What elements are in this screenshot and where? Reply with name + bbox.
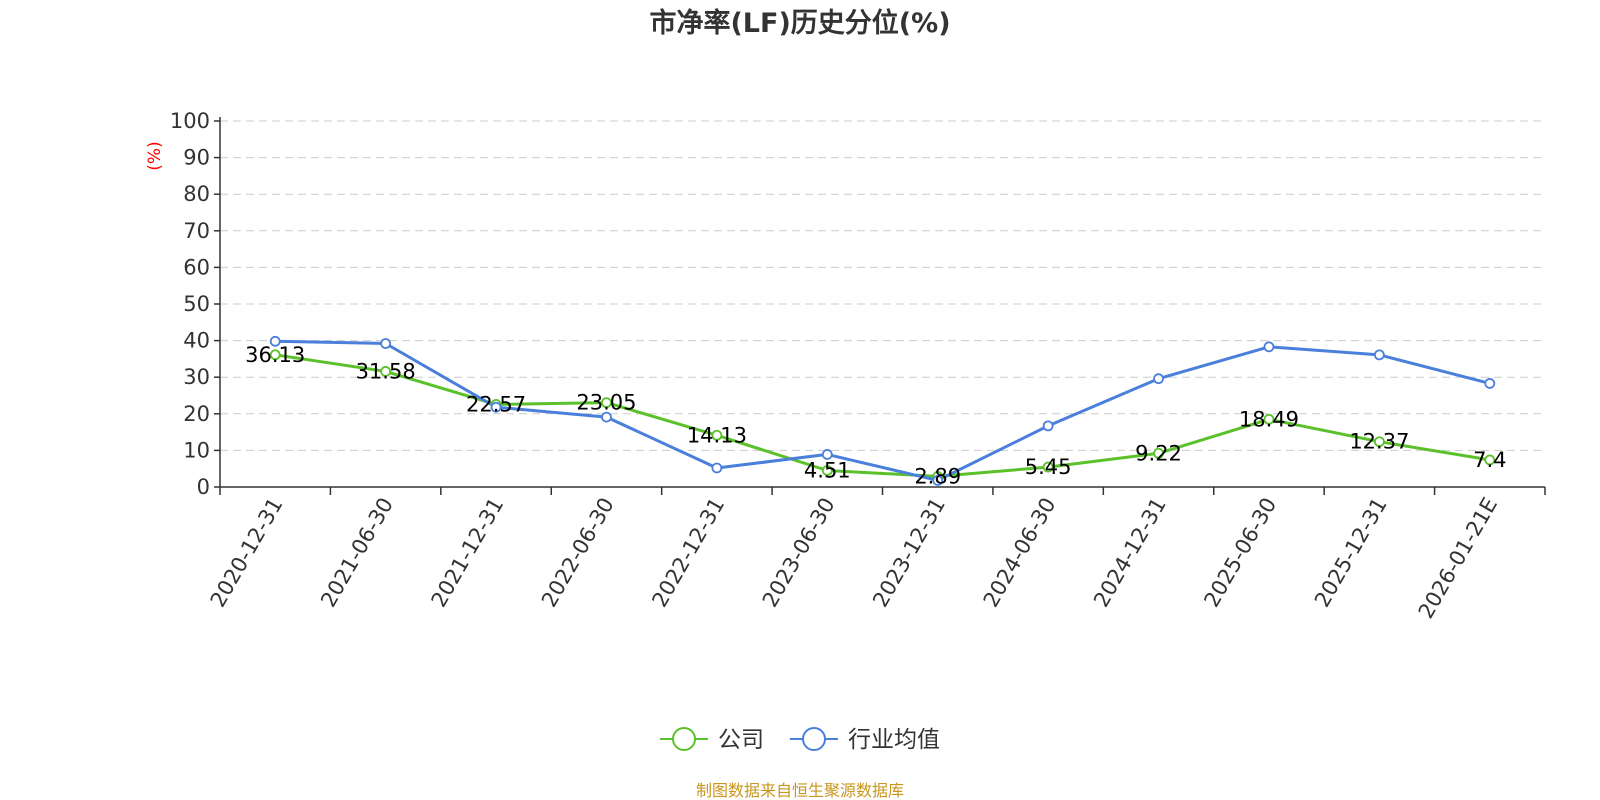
x-tick-label: 2021-12-31 bbox=[427, 494, 509, 612]
y-tick-label: 80 bbox=[183, 182, 210, 206]
source-note: 制图数据来自恒生聚源数据库 bbox=[696, 781, 904, 800]
company-data-label: 36.13 bbox=[245, 343, 305, 367]
industry-average-point[interactable] bbox=[1153, 373, 1164, 385]
company-point[interactable] bbox=[1042, 461, 1054, 473]
company-data-label: 4.51 bbox=[804, 458, 851, 482]
company-data-label: 7.4 bbox=[1473, 448, 1506, 472]
y-tick-label: 100 bbox=[170, 109, 210, 133]
y-tick-label: 0 bbox=[197, 475, 210, 499]
y-tick-label: 30 bbox=[183, 365, 210, 389]
company-data-label: 18.49 bbox=[1239, 407, 1299, 431]
y-tick-label: 60 bbox=[183, 255, 210, 279]
industry-average-point[interactable] bbox=[1263, 341, 1275, 353]
x-tick-label: 2021-06-30 bbox=[316, 494, 398, 612]
y-tick-label: 50 bbox=[183, 292, 210, 316]
company-data-label: 31.58 bbox=[356, 359, 416, 383]
x-tick-label: 2024-06-30 bbox=[979, 494, 1061, 612]
data-labels: 36.13 31.58 22.57 23.05 14.13 4.51 2.89 5.45 9.2… bbox=[245, 343, 1506, 489]
chart-title: 市净率(LF)历史分位(%) bbox=[649, 7, 950, 39]
industry-average-point[interactable] bbox=[1373, 349, 1385, 361]
company-point[interactable] bbox=[711, 429, 723, 441]
company-point[interactable] bbox=[380, 366, 392, 377]
x-tick-label: 2023-06-30 bbox=[758, 494, 840, 612]
company-data-label: 23.05 bbox=[576, 391, 636, 415]
industry-average-point[interactable] bbox=[601, 411, 612, 423]
x-tick-label: 2026-01-21E bbox=[1414, 494, 1502, 623]
company-point[interactable] bbox=[1373, 436, 1385, 448]
series-line-company bbox=[274, 353, 1491, 478]
series-lines bbox=[269, 335, 1496, 486]
industry-average-point[interactable] bbox=[821, 449, 833, 460]
legend-label-company[interactable]: 公司 bbox=[718, 727, 764, 753]
y-tick-label: 90 bbox=[183, 146, 210, 170]
company-point[interactable] bbox=[1263, 413, 1275, 425]
company-point[interactable] bbox=[601, 397, 612, 409]
x-tick-label: 2025-06-30 bbox=[1199, 494, 1281, 612]
y-tick-label: 70 bbox=[183, 219, 210, 243]
industry-average-point[interactable] bbox=[932, 475, 944, 486]
company-point[interactable] bbox=[1484, 454, 1496, 466]
y-tick-label: 10 bbox=[183, 438, 210, 462]
industry-average-point[interactable] bbox=[380, 338, 392, 349]
industry-average-point[interactable] bbox=[269, 335, 281, 347]
legend-marker-company[interactable] bbox=[672, 727, 696, 751]
company-data-label: 12.37 bbox=[1349, 430, 1409, 454]
grid-lines bbox=[220, 120, 1545, 451]
industry-average-point[interactable] bbox=[1484, 378, 1496, 389]
company-point[interactable] bbox=[1153, 447, 1164, 459]
company-data-label: 22.57 bbox=[466, 392, 526, 416]
legend[interactable]: 公司 行业均值 bbox=[660, 727, 940, 753]
x-tick-label: 2023-12-31 bbox=[868, 494, 950, 612]
y-axis-unit: (%) bbox=[145, 141, 165, 170]
series-line-industry-average bbox=[275, 339, 1491, 482]
industry-average-point[interactable] bbox=[490, 401, 502, 413]
x-tick-label: 2022-06-30 bbox=[537, 494, 619, 612]
x-tick-label: 2024-12-31 bbox=[1089, 494, 1171, 612]
y-tick-label: 20 bbox=[183, 402, 210, 426]
company-data-label: 2.89 bbox=[914, 464, 961, 488]
company-point[interactable] bbox=[821, 465, 833, 476]
y-tick-label: 40 bbox=[183, 329, 210, 353]
company-point[interactable] bbox=[269, 349, 281, 361]
industry-average-point[interactable] bbox=[1042, 420, 1054, 432]
x-tick-label: 2020-12-31 bbox=[206, 494, 288, 612]
legend-marker-industry-average[interactable] bbox=[802, 727, 826, 751]
company-data-label: 14.13 bbox=[687, 423, 747, 447]
company-data-label: 9.22 bbox=[1135, 441, 1182, 465]
x-tick-label: 2022-12-31 bbox=[647, 494, 729, 612]
industry-average-point[interactable] bbox=[711, 462, 723, 474]
company-data-label: 5.45 bbox=[1025, 455, 1072, 479]
legend-label-industry-average[interactable]: 行业均值 bbox=[848, 727, 940, 753]
x-tick-label: 2025-12-31 bbox=[1310, 494, 1392, 612]
